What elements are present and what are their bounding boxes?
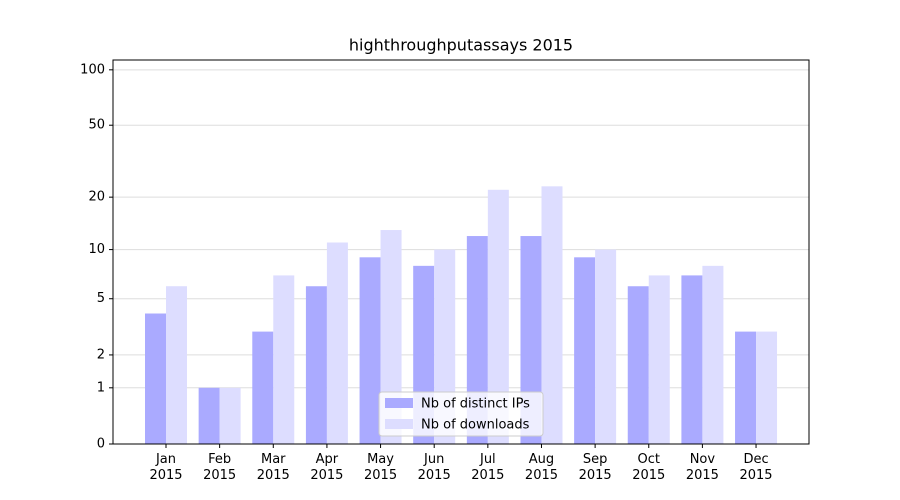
- x-tick-label: Oct 2015: [632, 452, 666, 483]
- bar: [273, 275, 295, 444]
- bar: [487, 189, 509, 444]
- x-tick-label: Jan 2015: [149, 452, 183, 483]
- bar: [359, 257, 381, 444]
- bar: [595, 249, 617, 444]
- x-tick-label: Mar 2015: [256, 452, 290, 483]
- legend-label: Nb of distinct IPs: [421, 397, 530, 412]
- y-tick-label: 10: [88, 242, 105, 257]
- bar: [219, 387, 241, 444]
- x-tick-label: Feb 2015: [203, 452, 237, 483]
- bar: [380, 230, 402, 444]
- x-tick-label: Nov 2015: [685, 452, 719, 483]
- x-tick-label: Aug 2015: [524, 452, 559, 483]
- chart-title: highthroughputassays 2015: [349, 36, 573, 55]
- x-tick-label: May 2015: [364, 452, 398, 483]
- x-tick-label: Sep 2015: [578, 452, 612, 483]
- bar: [702, 265, 724, 444]
- bar: [326, 242, 348, 444]
- legend: Nb of distinct IPs Nb of downloads: [378, 391, 544, 437]
- y-tick-label: 100: [80, 62, 105, 77]
- bar: [574, 257, 596, 444]
- y-tick-label: 50: [88, 118, 105, 133]
- bar: [756, 331, 778, 444]
- plot-frame: [112, 59, 810, 445]
- y-tick-label: 2: [97, 347, 105, 362]
- y-tick-label: 0: [97, 437, 105, 452]
- bar: [145, 313, 166, 444]
- x-tick-label: Dec 2015: [739, 452, 773, 483]
- y-tick-label: 1: [97, 380, 105, 395]
- x-tick-label: Jun 2015: [417, 452, 451, 483]
- legend-swatch: [385, 398, 413, 408]
- legend-label: Nb of downloads: [421, 418, 530, 433]
- bar: [305, 286, 327, 444]
- y-tick-label: 20: [88, 190, 105, 205]
- legend-box: [378, 391, 544, 437]
- bar: [198, 387, 220, 444]
- bar: [627, 286, 649, 444]
- y-tick-label: 5: [97, 291, 105, 306]
- x-tick-label: Apr 2015: [310, 452, 344, 483]
- bar: [541, 186, 563, 444]
- bar: [681, 275, 703, 444]
- bar: [648, 275, 670, 444]
- legend-swatch: [385, 419, 413, 429]
- bar: [735, 331, 757, 444]
- x-tick-label: Jul 2015: [471, 452, 505, 483]
- bar: [252, 331, 274, 444]
- bar: [166, 286, 187, 444]
